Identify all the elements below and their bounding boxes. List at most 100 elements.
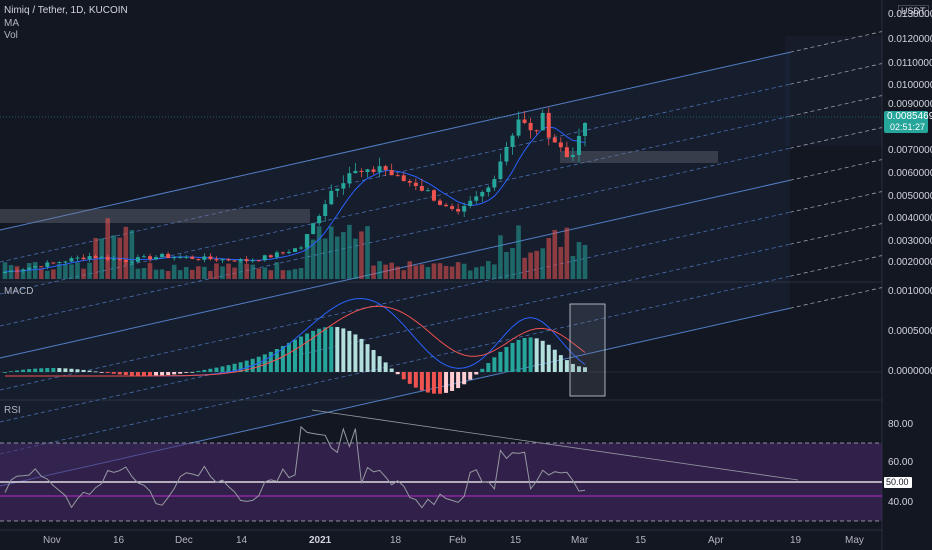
candlesticks — [3, 107, 587, 274]
volume-bar — [153, 269, 159, 279]
volume-bar — [504, 251, 509, 279]
macd-histogram-bar — [256, 356, 261, 372]
volume-bar — [304, 233, 310, 279]
price-axis-label: 0.0120000 — [888, 34, 932, 45]
macd-highlight-box[interactable] — [569, 303, 606, 397]
candle-body — [365, 169, 370, 173]
macd-histogram-bar — [431, 372, 436, 394]
time-axis-label: 14 — [236, 535, 248, 546]
macd-histogram-bar — [274, 349, 279, 372]
channel-projection-line — [789, 159, 883, 181]
currency-button[interactable]: USDT — [898, 5, 929, 17]
rsi-current-value: 50.00 — [886, 477, 909, 487]
candle-body — [51, 262, 56, 264]
volume-bar — [20, 269, 26, 279]
candle-body — [63, 261, 68, 263]
symbol-title[interactable]: Nimiq / Tether, 1D, KUCOIN — [4, 5, 128, 16]
volume-bar — [528, 252, 533, 279]
macd-histogram-bar — [365, 344, 370, 372]
candle-body — [564, 147, 569, 158]
macd-histogram-bar — [280, 346, 285, 372]
candle-body — [99, 256, 104, 259]
macd-histogram-bar — [39, 368, 44, 372]
macd-histogram-bar — [317, 328, 322, 372]
candle-body — [438, 200, 442, 205]
volume-bar — [322, 238, 328, 279]
volume-bar — [377, 261, 382, 279]
channel-line — [0, 179, 791, 359]
macd-histogram-bar — [166, 372, 171, 376]
volume-bar — [38, 268, 44, 279]
volume-bar — [226, 263, 231, 279]
candle-body — [305, 234, 310, 248]
candle-body — [69, 258, 74, 262]
macd-histogram-bar — [57, 368, 62, 372]
macd-histogram-bar — [196, 370, 201, 372]
macd-histogram-bar — [576, 366, 581, 372]
macd-histogram-bar — [117, 372, 122, 375]
macd-histogram-bar — [226, 365, 231, 372]
volume-bar — [353, 238, 358, 279]
macd-pane[interactable] — [0, 297, 882, 397]
candle-body — [123, 259, 128, 263]
macd-histogram-bar — [329, 326, 334, 372]
candle-body — [117, 258, 122, 260]
candle-body — [323, 204, 328, 216]
macd-histogram — [3, 326, 587, 394]
support-zone-left — [0, 209, 310, 223]
macd-histogram-bar — [160, 372, 165, 376]
volume-bar — [540, 248, 546, 279]
channel-projection-line — [789, 223, 883, 245]
macd-histogram-bar — [498, 351, 503, 372]
rsi-pane[interactable] — [0, 409, 882, 522]
candle-body — [274, 252, 279, 258]
candle-body — [129, 261, 134, 263]
volume-indicator-label[interactable]: Vol — [4, 30, 18, 41]
macd-histogram-bar — [450, 372, 455, 391]
candle-body — [3, 271, 7, 273]
rsi-title[interactable]: RSI — [4, 405, 21, 416]
candle-body — [570, 154, 575, 158]
volume-bar — [546, 238, 552, 279]
volume-bar — [479, 266, 485, 279]
macd-title[interactable]: MACD — [4, 286, 34, 297]
candle-body — [208, 256, 213, 260]
macd-histogram-bar — [389, 368, 394, 372]
candle-body — [250, 260, 255, 262]
volume-bar — [486, 261, 491, 279]
channel-line — [0, 275, 791, 455]
ma-indicator-label[interactable]: MA — [4, 18, 19, 29]
macd-histogram-bar — [33, 368, 38, 372]
price-axis-label: 0.0050000 — [888, 191, 932, 202]
candle-body — [45, 262, 50, 267]
price-pane[interactable] — [0, 31, 883, 487]
macd-histogram-bar — [462, 372, 467, 385]
volume-bar — [32, 262, 38, 279]
candle-body — [498, 161, 503, 180]
macd-histogram-bar — [238, 362, 243, 372]
rsi-line — [4, 425, 586, 509]
rsi-trendline[interactable] — [311, 409, 799, 481]
macd-histogram-bar — [359, 338, 364, 372]
volume-bar — [425, 267, 431, 279]
price-axis-label: 0.0020000 — [888, 257, 932, 268]
price-axis-label: 0.0130000 — [888, 9, 932, 20]
macd-histogram-bar — [45, 368, 50, 372]
volume-bar — [202, 266, 207, 279]
macd-histogram-bar — [425, 372, 430, 393]
volume-bar — [177, 270, 183, 279]
volume-bar — [99, 238, 104, 279]
candle-body — [311, 223, 316, 235]
volume-bar — [407, 261, 413, 279]
candle-body — [552, 137, 557, 143]
volume-bar — [443, 265, 449, 279]
macd-histogram-bar — [148, 372, 152, 376]
macd-histogram-bar — [244, 360, 249, 372]
candle-body — [431, 190, 436, 201]
candle-body — [413, 182, 418, 187]
channel-projection-line — [789, 127, 883, 149]
candle-body — [522, 119, 527, 123]
time-axis-label: 15 — [510, 535, 522, 546]
candle-body — [57, 262, 62, 264]
